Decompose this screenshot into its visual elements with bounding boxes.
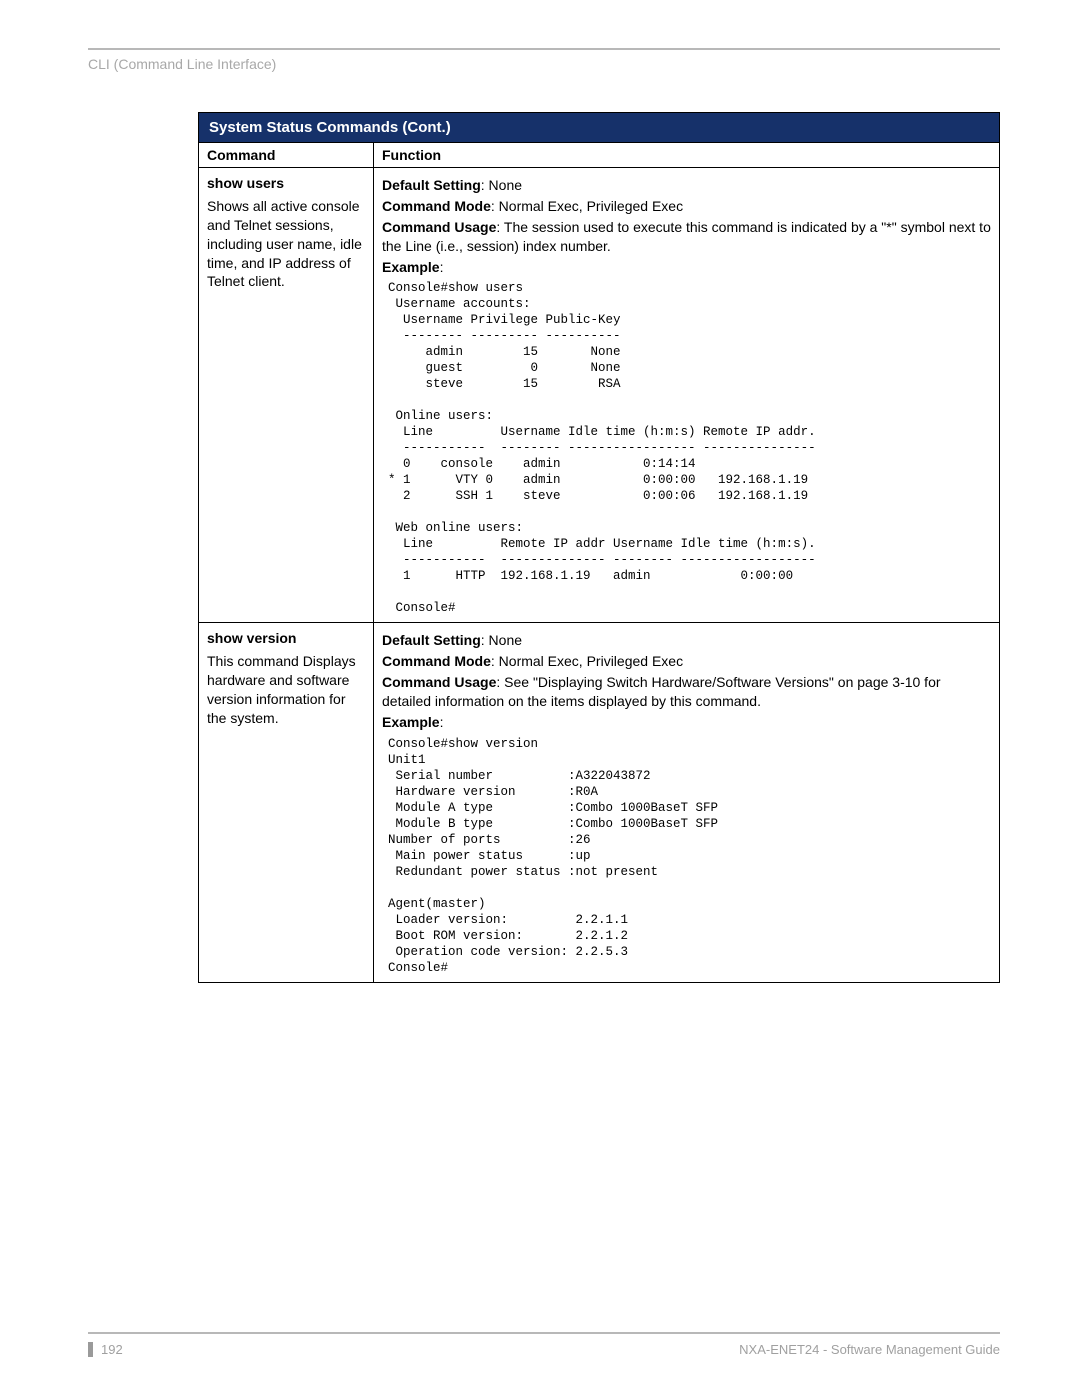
content-area: System Status Commands (Cont.) Command F… <box>198 112 1000 983</box>
example-output: Console#show users Username accounts: Us… <box>388 280 991 616</box>
table-title: System Status Commands (Cont.) <box>199 113 1000 143</box>
cell-function: Default Setting: None Command Mode: Norm… <box>374 623 1000 982</box>
command-usage: Command Usage: See "Displaying Switch Ha… <box>382 673 991 711</box>
page-number: 192 <box>88 1342 123 1357</box>
breadcrumb: CLI (Command Line Interface) <box>88 56 1000 72</box>
cell-command: show version This command Displays hardw… <box>199 623 374 982</box>
command-name: show users <box>207 174 365 193</box>
doc-title: NXA-ENET24 - Software Management Guide <box>739 1342 1000 1357</box>
command-desc: Shows all active console and Telnet sess… <box>207 197 365 291</box>
command-mode: Command Mode: Normal Exec, Privileged Ex… <box>382 197 991 216</box>
col-header-function: Function <box>374 143 1000 168</box>
default-setting: Default Setting: None <box>382 631 991 650</box>
cell-function: Default Setting: None Command Mode: Norm… <box>374 168 1000 623</box>
top-rule <box>88 48 1000 50</box>
default-setting: Default Setting: None <box>382 176 991 195</box>
table-row: show users Shows all active console and … <box>199 168 1000 623</box>
command-usage: Command Usage: The session used to execu… <box>382 218 991 256</box>
cell-command: show users Shows all active console and … <box>199 168 374 623</box>
example-label: Example: <box>382 713 991 732</box>
table-row: show version This command Displays hardw… <box>199 623 1000 982</box>
command-mode: Command Mode: Normal Exec, Privileged Ex… <box>382 652 991 671</box>
commands-table: System Status Commands (Cont.) Command F… <box>198 112 1000 983</box>
command-desc: This command Displays hardware and softw… <box>207 652 365 728</box>
example-output: Console#show version Unit1 Serial number… <box>388 736 991 976</box>
page-footer: 192 NXA-ENET24 - Software Management Gui… <box>88 1332 1000 1357</box>
col-header-command: Command <box>199 143 374 168</box>
example-label: Example: <box>382 258 991 277</box>
command-name: show version <box>207 629 365 648</box>
